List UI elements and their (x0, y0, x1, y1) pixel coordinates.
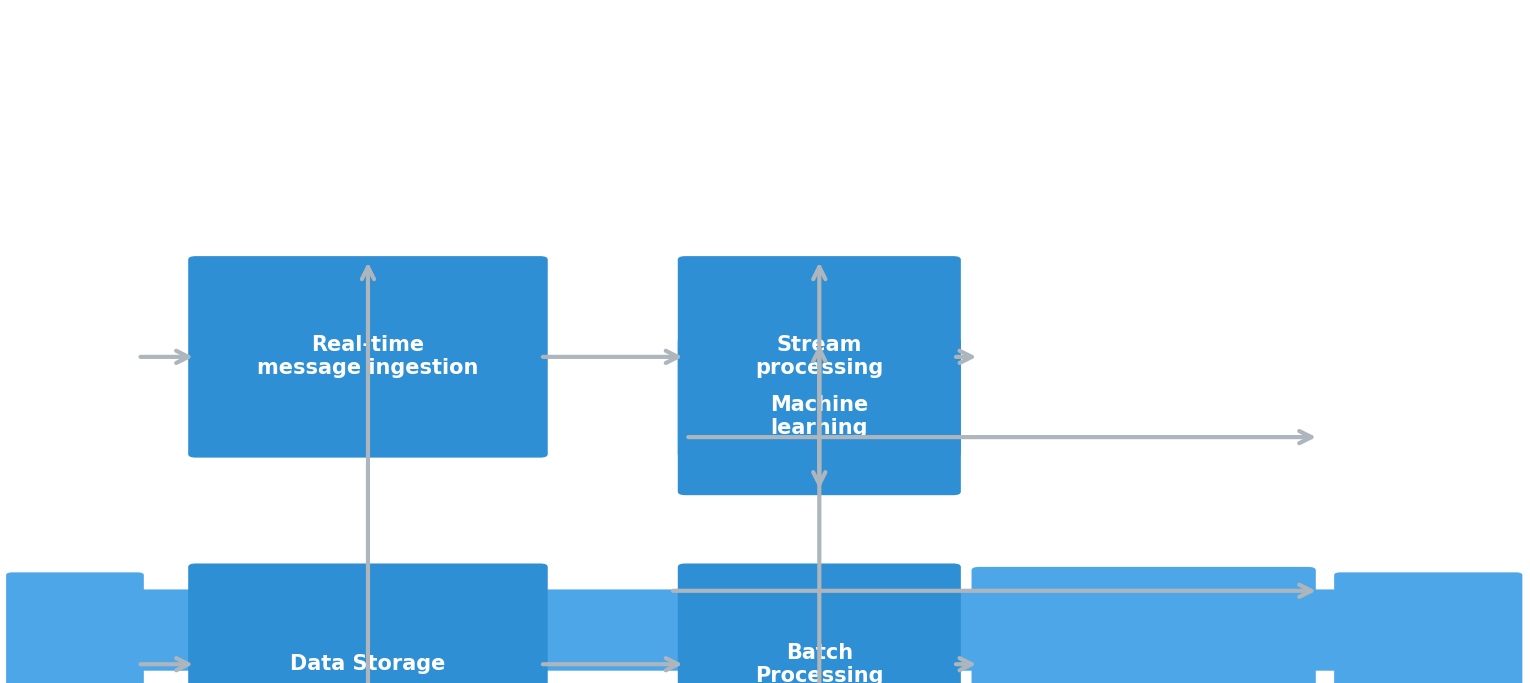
Text: Real-time
message ingestion: Real-time message ingestion (257, 335, 479, 378)
FancyBboxPatch shape (972, 567, 1316, 683)
Text: Data Storage: Data Storage (291, 654, 445, 674)
FancyBboxPatch shape (188, 563, 548, 683)
Text: Batch
Processing: Batch Processing (756, 643, 883, 683)
FancyBboxPatch shape (188, 256, 548, 458)
FancyBboxPatch shape (17, 589, 1513, 671)
Text: Machine
learning: Machine learning (770, 395, 869, 438)
FancyBboxPatch shape (0, 0, 1530, 584)
FancyBboxPatch shape (1334, 572, 1522, 683)
FancyBboxPatch shape (678, 338, 961, 495)
Text: Stream
processing: Stream processing (756, 335, 883, 378)
FancyBboxPatch shape (678, 256, 961, 458)
FancyBboxPatch shape (6, 572, 144, 683)
Text: Orchestration: Orchestration (684, 620, 846, 640)
FancyBboxPatch shape (678, 563, 961, 683)
